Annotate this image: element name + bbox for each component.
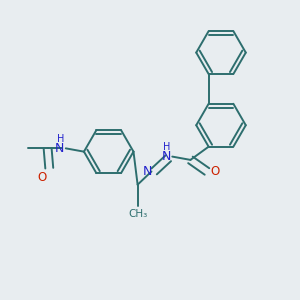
Text: H: H	[163, 142, 171, 152]
Text: H: H	[57, 134, 64, 144]
Text: O: O	[38, 172, 46, 184]
Text: CH₃: CH₃	[128, 209, 147, 219]
Text: O: O	[210, 165, 220, 178]
Text: N: N	[55, 142, 64, 155]
Text: N: N	[161, 150, 171, 163]
Text: N: N	[143, 165, 152, 178]
